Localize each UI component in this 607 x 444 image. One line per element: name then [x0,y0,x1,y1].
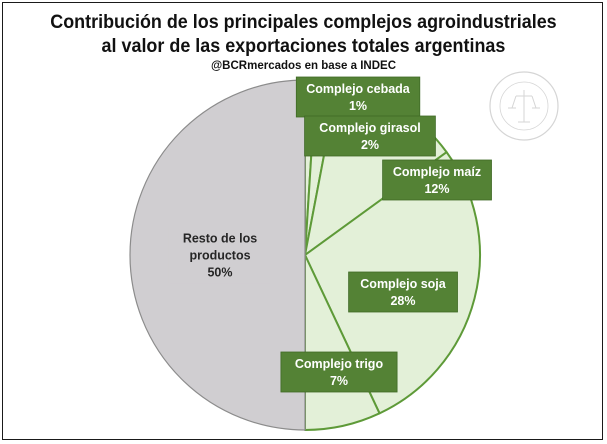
data-label-box [168,226,272,284]
data-label-complejo-maiz: Complejo maíz 12% [382,159,492,201]
chart-title: Contribución de los principales complejo… [24,10,582,58]
data-label-percent: 1% [349,99,367,113]
data-label-box [304,115,436,157]
data-label-box [280,351,398,393]
chart-subtitle: @BCRmercados en base a INDEC [210,60,397,72]
data-label-resto-de-los-productos: Resto de los productos 50% [168,226,272,284]
data-label-name: Complejo cebada [306,82,411,96]
data-label-name: Complejo soja [360,277,446,291]
data-label-box [295,76,421,118]
data-label-complejo-trigo: Complejo trigo 7% [280,351,398,393]
data-label-percent: 7% [330,374,348,388]
data-label-name: Complejo maíz [393,165,481,179]
data-label-complejo-cebada: Complejo cebada 1% [295,76,421,118]
data-label-complejo-soja: Complejo soja 28% [348,271,458,313]
data-label-percent: 2% [361,138,379,152]
data-label-complejo-girasol: Complejo girasol 2% [304,115,436,157]
data-label-box [382,159,492,201]
data-label-box [348,271,458,313]
data-label-percent: 28% [390,294,415,308]
data-label-name: Resto de los [183,232,257,246]
data-label-percent: 12% [424,182,449,196]
chart-title-line-2: al valor de las exportaciones totales ar… [101,35,506,57]
data-label-name: Complejo girasol [319,121,420,135]
data-label-percent: 50% [207,266,232,280]
data-label-name: Complejo trigo [295,357,384,371]
chart-title-line-1: Contribución de los principales complejo… [50,11,557,33]
data-label-name: productos [189,249,250,263]
